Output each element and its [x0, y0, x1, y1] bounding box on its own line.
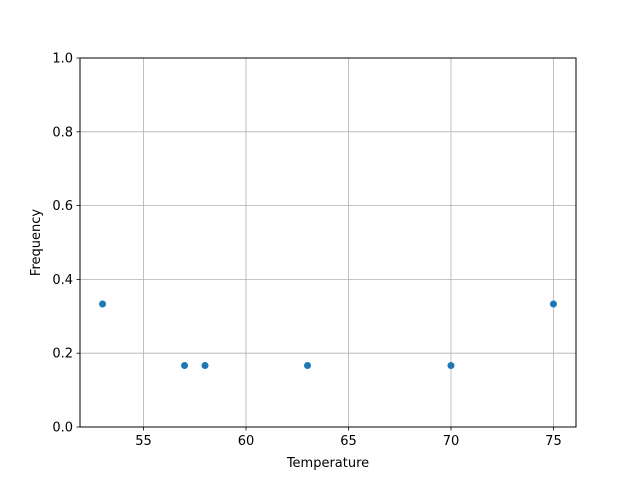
x-tick-label: 75 [545, 434, 562, 449]
data-points [99, 300, 557, 369]
y-axis-ticks: 0.0 0.2 0.4 0.6 0.8 1.0 [52, 52, 80, 436]
data-point [201, 361, 209, 369]
x-axis-label: Temperature [286, 456, 369, 471]
y-tick-label: 1.0 [52, 52, 73, 67]
y-tick-label: 0.8 [52, 125, 73, 140]
data-point [447, 361, 455, 369]
y-tick-label: 0.2 [52, 347, 73, 362]
data-point [99, 300, 107, 308]
data-point [304, 361, 312, 369]
y-tick-label: 0.4 [52, 273, 73, 288]
y-tick-label: 0.0 [52, 421, 73, 436]
grid [80, 57, 576, 428]
x-tick-label: 60 [238, 434, 255, 449]
y-axis-label: Frequency [29, 209, 44, 276]
x-axis-ticks: 55 60 65 70 75 [135, 427, 562, 449]
plot-frame [79, 57, 577, 428]
data-point [549, 300, 557, 308]
data-point [181, 361, 189, 369]
y-tick-label: 0.6 [52, 199, 73, 214]
x-tick-label: 55 [135, 434, 152, 449]
x-tick-label: 65 [340, 434, 357, 449]
x-tick-label: 70 [443, 434, 460, 449]
